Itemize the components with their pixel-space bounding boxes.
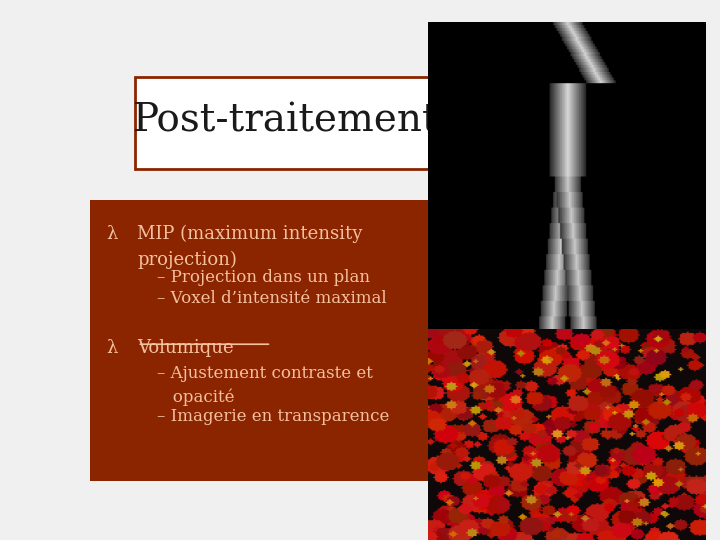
Text: – Voxel d’intensité maximal: – Voxel d’intensité maximal bbox=[157, 290, 387, 307]
Text: λ: λ bbox=[107, 339, 118, 357]
Text: Post-traitement: Post-traitement bbox=[132, 103, 438, 139]
FancyBboxPatch shape bbox=[135, 77, 436, 168]
Text: – Ajustement contraste et
   opacité: – Ajustement contraste et opacité bbox=[157, 365, 373, 406]
Text: Volumique: Volumique bbox=[138, 339, 234, 357]
Text: λ: λ bbox=[107, 225, 118, 243]
Text: – Imagerie en transparence: – Imagerie en transparence bbox=[157, 408, 390, 425]
Text: – Projection dans un plan: – Projection dans un plan bbox=[157, 268, 370, 286]
Text: MIP (maximum intensity
projection): MIP (maximum intensity projection) bbox=[138, 225, 363, 268]
FancyBboxPatch shape bbox=[90, 200, 433, 481]
